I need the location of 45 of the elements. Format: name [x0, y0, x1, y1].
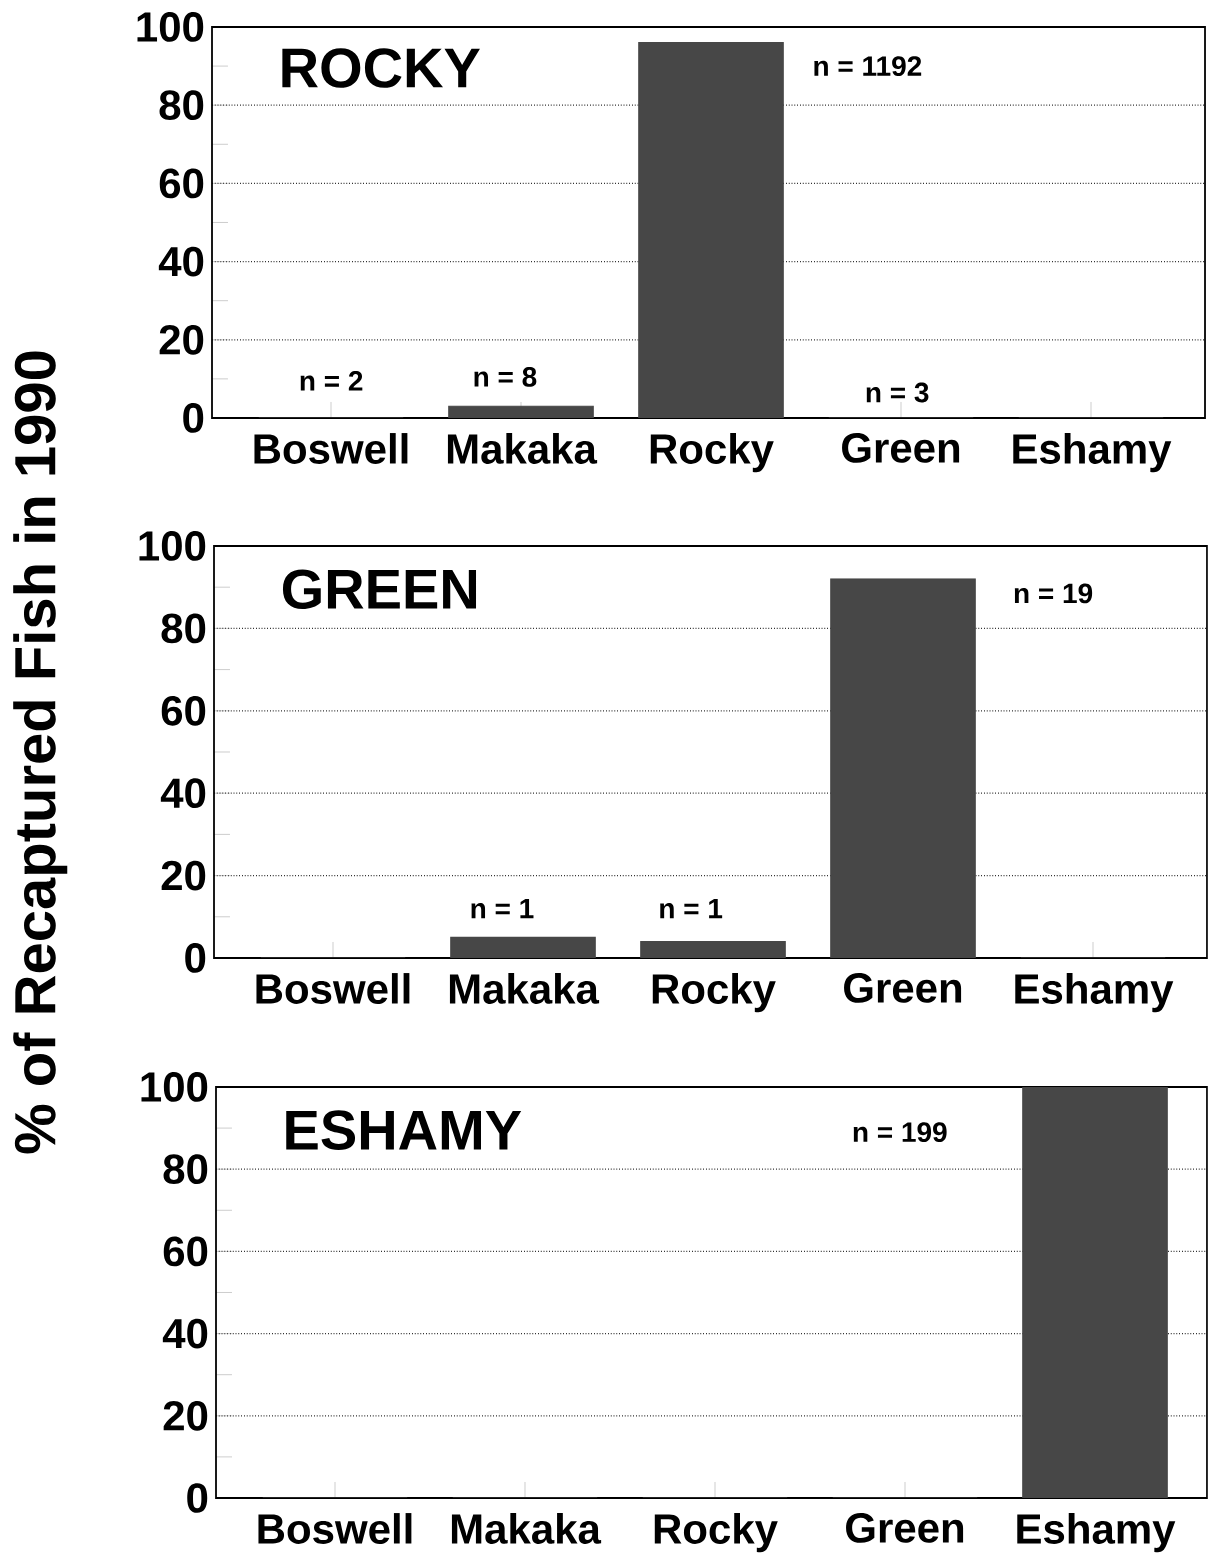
x-tick-label: Makaka: [449, 973, 600, 1004]
annotation: n = 8: [474, 367, 537, 387]
y-tick-label: 60: [163, 1236, 208, 1267]
y-tick-label: 0: [187, 1483, 208, 1513]
chart-title: ROCKY: [282, 48, 481, 88]
x-tick-label: Makaka: [451, 1513, 602, 1544]
y-tick-label: 100: [139, 531, 206, 561]
annotation: n = 2: [300, 371, 363, 391]
y-tick-label: 80: [163, 1154, 208, 1185]
annotation: n = 3: [866, 382, 929, 403]
y-tick-label: 100: [137, 12, 204, 42]
annotation: n = 1: [471, 898, 534, 919]
x-tick-label: Rocky: [652, 973, 776, 1013]
annotation: n = 1: [660, 898, 723, 919]
x-tick-label: Boswell: [258, 1513, 412, 1544]
x-tick-label: Eshamy: [1015, 973, 1174, 1013]
annotation: n = 1192: [814, 56, 922, 77]
annotation: n = 19: [1014, 583, 1093, 604]
x-tick-label: Green: [844, 973, 962, 1003]
y-tick-label: 100: [141, 1072, 208, 1102]
y-tick-label: 20: [161, 860, 206, 891]
x-tick-label: Boswell: [254, 433, 408, 464]
y-tick-label: 20: [159, 324, 204, 355]
y-tick-label: 40: [160, 778, 206, 809]
y-tick-label: 80: [161, 613, 206, 644]
x-tick-label: Green: [842, 433, 960, 463]
chart-title: GREEN: [282, 569, 477, 610]
y-tick-label: 20: [163, 1400, 208, 1431]
chart-title: ESHAMY: [286, 1110, 522, 1150]
x-tick-label: Rocky: [650, 433, 774, 473]
y-tick-label: 0: [183, 403, 204, 433]
x-tick-label: Eshamy: [1017, 1513, 1176, 1553]
y-axis-title: % of Recaptured Fish in 1990: [13, 351, 68, 1154]
y-tick-label: 40: [162, 1318, 208, 1349]
x-tick-label: Makaka: [447, 433, 598, 464]
y-tick-label: 0: [185, 943, 206, 973]
x-tick-label: Eshamy: [1013, 433, 1172, 473]
annotation: n = 199: [853, 1122, 947, 1143]
y-tick-label: 40: [158, 246, 204, 277]
y-tick-label: 60: [161, 695, 206, 726]
y-tick-label: 80: [159, 90, 204, 121]
x-tick-label: Rocky: [654, 1513, 778, 1553]
x-tick-label: Green: [846, 1513, 964, 1543]
x-tick-label: Boswell: [256, 973, 410, 1004]
y-tick-label: 60: [159, 168, 204, 199]
